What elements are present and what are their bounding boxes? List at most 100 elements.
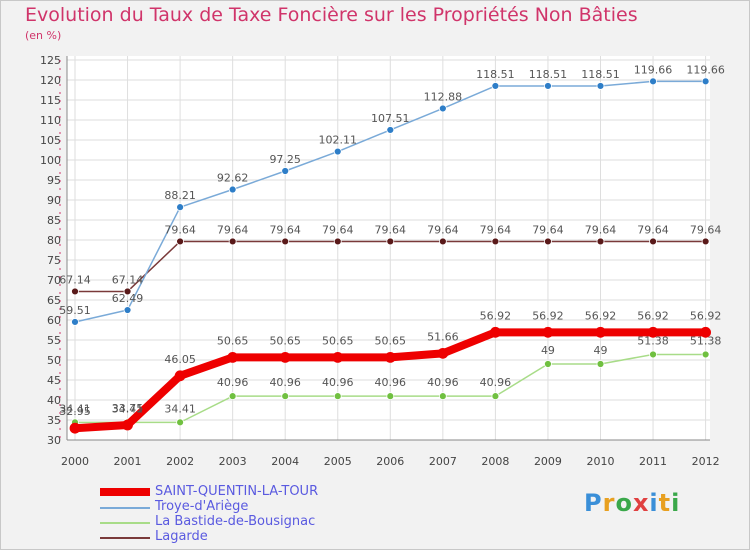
series-point-0 (122, 419, 133, 431)
data-label: 79.64 (322, 223, 354, 236)
y-tick-label: 115 (40, 94, 61, 107)
series-point-0 (437, 347, 449, 359)
series-point-1 (228, 185, 237, 194)
series-point-0 (489, 326, 501, 338)
data-label: 102.11 (319, 134, 358, 147)
series-point-0 (647, 326, 659, 338)
data-label: 67.14 (59, 273, 91, 286)
series-point-0 (227, 351, 239, 363)
data-label: 92.62 (217, 172, 249, 185)
data-label: 79.64 (375, 223, 407, 236)
y-tick-label: 110 (40, 114, 61, 127)
series-point-3 (281, 237, 290, 246)
series-point-1 (649, 77, 657, 86)
data-label: 56.92 (532, 309, 564, 322)
series-point-3 (544, 237, 552, 246)
x-tick-label: 2004 (271, 455, 299, 468)
data-label: 79.64 (164, 223, 196, 236)
x-tick-label: 2007 (429, 455, 457, 468)
series-point-1 (333, 147, 342, 156)
series-point-3 (386, 237, 395, 246)
series-point-3 (701, 237, 710, 246)
data-label: 56.92 (690, 309, 722, 322)
x-tick-label: 2002 (166, 455, 194, 468)
series-point-0 (69, 422, 81, 434)
series-point-3 (71, 287, 79, 296)
y-unit-label: (en %) (25, 29, 62, 42)
data-label: 40.96 (269, 376, 301, 389)
legend-swatch-troye (100, 507, 150, 509)
data-label: 50.65 (269, 334, 301, 347)
logo-letter: t (658, 489, 672, 517)
y-tick-label: 50 (47, 354, 61, 367)
data-label: 40.96 (217, 376, 249, 389)
data-label: 49 (594, 344, 608, 357)
logo-letter: P (584, 489, 603, 517)
series-point-0 (332, 351, 344, 363)
y-tick-label: 125 (40, 54, 61, 67)
data-label: 79.64 (690, 223, 722, 236)
data-label: 62.49 (112, 292, 144, 305)
y-tick-label: 55 (47, 334, 61, 347)
series-point-0 (595, 326, 606, 338)
data-label: 56.92 (637, 309, 669, 322)
data-label: 50.65 (322, 334, 354, 347)
x-tick-label: 2003 (219, 455, 247, 468)
series-point-0 (174, 370, 186, 382)
data-label: 119.66 (686, 63, 725, 76)
legend-swatch-saint-quentin (100, 488, 150, 496)
series-point-2 (176, 418, 185, 427)
data-label: 46.05 (164, 353, 196, 366)
series-point-1 (491, 82, 500, 90)
legend-label-lagarde: Lagarde (155, 529, 208, 544)
data-label: 112.88 (424, 90, 463, 103)
data-label: 40.96 (480, 376, 512, 389)
series-point-3 (649, 237, 657, 246)
data-label: 50.65 (375, 334, 407, 347)
series-point-1 (596, 82, 605, 90)
chart-title: Evolution du Taux de Taxe Foncière sur l… (25, 4, 638, 26)
y-tick-label: 65 (47, 294, 61, 307)
logo-letter: r (602, 489, 616, 517)
series-point-2 (701, 350, 710, 359)
data-label: 34.41 (112, 402, 144, 415)
y-tick-label: 60 (47, 314, 61, 327)
data-label: 50.65 (217, 334, 249, 347)
data-label: 56.92 (480, 309, 512, 322)
logo-letter: i (671, 489, 681, 517)
series-point-0 (279, 351, 291, 363)
x-tick-label: 2008 (481, 455, 509, 468)
series-point-2 (438, 392, 447, 401)
data-label: 51.38 (637, 334, 669, 347)
series-point-1 (386, 126, 395, 134)
series-point-1 (438, 104, 447, 113)
y-tick-label: 90 (47, 194, 61, 207)
x-tick-label: 2001 (114, 455, 142, 468)
legend-label-bastide: La Bastide-de-Bousignac (155, 514, 316, 529)
legend-label-troye: Troye-d'Ariège (155, 499, 249, 514)
series-point-3 (596, 237, 605, 246)
series-point-1 (701, 77, 710, 86)
y-tick-label: 30 (47, 434, 61, 447)
series-point-3 (176, 237, 185, 246)
y-tick-label: 75 (47, 254, 61, 267)
data-label: 79.64 (217, 223, 249, 236)
series-point-3 (491, 237, 500, 246)
y-tick-label: 80 (47, 234, 61, 247)
x-tick-label: 2005 (324, 455, 352, 468)
data-label: 49 (541, 344, 555, 357)
series-point-3 (438, 237, 447, 246)
x-tick-label: 2006 (376, 455, 404, 468)
series-point-2 (281, 392, 290, 401)
logo-letter: i (649, 489, 659, 517)
y-tick-label: 45 (47, 374, 61, 387)
data-label: 34.41 (59, 402, 91, 415)
series-point-2 (386, 392, 395, 401)
series-point-3 (123, 287, 132, 296)
series-point-2 (544, 360, 552, 368)
data-label: 51.66 (427, 330, 459, 343)
series-point-0 (542, 326, 554, 338)
data-label: 40.96 (375, 376, 407, 389)
data-label: 79.64 (637, 223, 669, 236)
